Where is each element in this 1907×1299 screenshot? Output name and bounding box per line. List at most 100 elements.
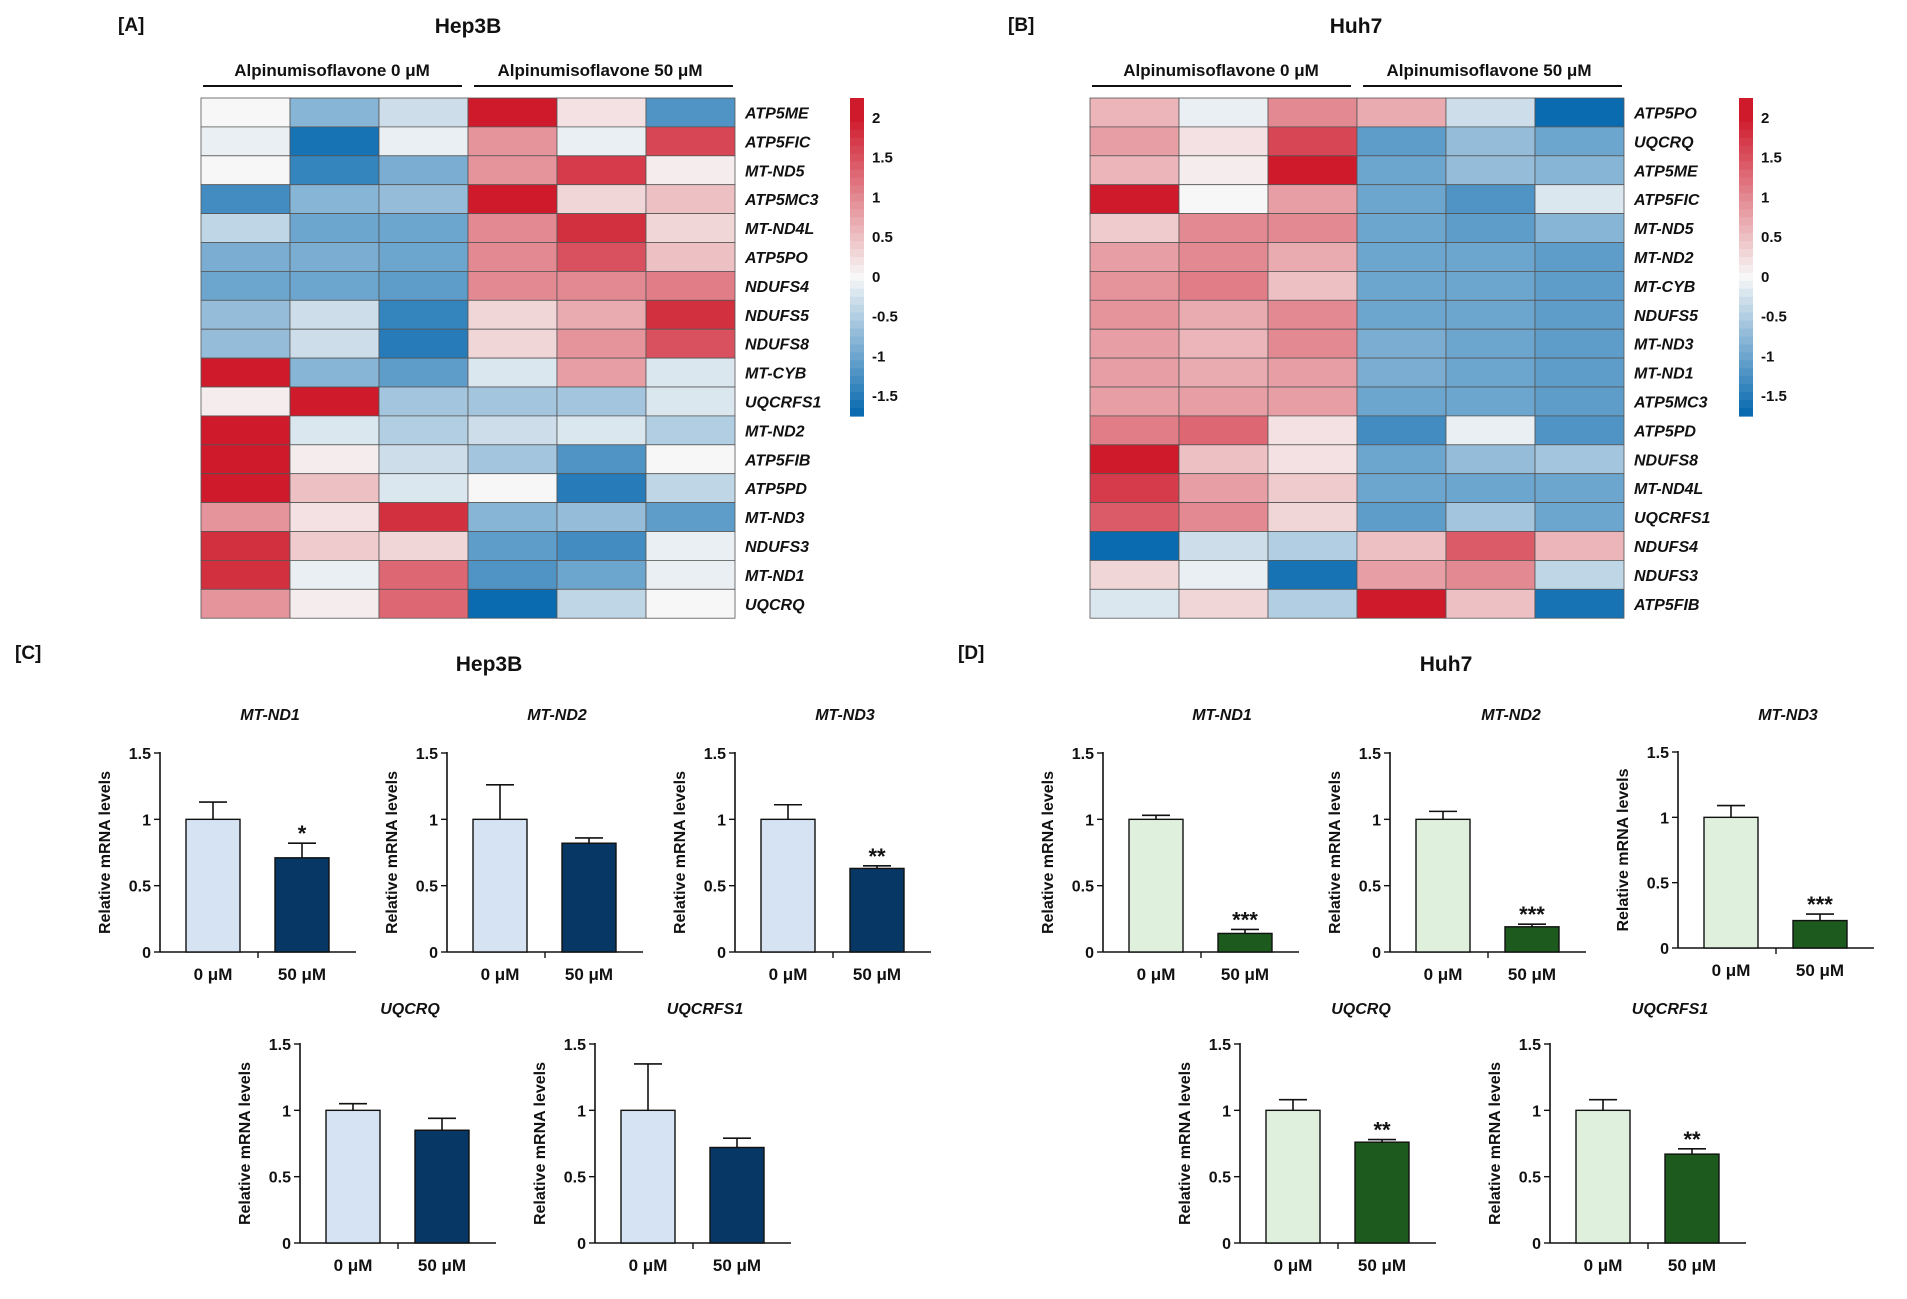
heatmap-b-row-label: ATP5FIC bbox=[1633, 192, 1700, 209]
heatmap-b-colorbar-segment bbox=[1739, 193, 1753, 202]
heatmap-a-cell bbox=[200, 444, 291, 475]
heatmap-b-cell bbox=[1089, 328, 1180, 359]
heatmap-b-cell bbox=[1267, 444, 1358, 475]
heatmap-b-cell bbox=[1445, 213, 1536, 243]
heatmap-a-cell bbox=[200, 502, 291, 532]
heatmap-b-group-control: Alpinumisoflavone 0 μM bbox=[1123, 61, 1319, 80]
heatmap-a-cell bbox=[378, 97, 469, 128]
heatmap-a-cell bbox=[467, 531, 558, 561]
heatmap-a-row-label: NDUFS3 bbox=[745, 539, 809, 556]
heatmap-b-cell bbox=[1089, 444, 1180, 475]
heatmap-b-cell bbox=[1178, 299, 1269, 330]
heatmap-b-colorbar-segment bbox=[1739, 257, 1753, 266]
heatmap-a-cell bbox=[378, 184, 469, 214]
heatmap-b-cell bbox=[1267, 357, 1358, 388]
heatmap-a-colorbar-segment bbox=[850, 145, 864, 155]
hep3b-mt-nd2-xtick-label: 0 μM bbox=[481, 965, 520, 984]
huh7-mt-nd1-significance: *** bbox=[1232, 907, 1258, 932]
hep3b-mt-nd3-ytick-label: 0 bbox=[717, 945, 726, 962]
huh7-mt-nd1-title: MT-ND1 bbox=[1192, 707, 1252, 724]
heatmap-b-cell bbox=[1445, 242, 1536, 272]
heatmap-b-cell bbox=[1534, 588, 1625, 619]
huh7-mt-nd3-title: MT-ND3 bbox=[1758, 707, 1818, 724]
heatmap-a-cell bbox=[645, 242, 736, 272]
heatmap-b-cell bbox=[1356, 560, 1447, 590]
heatmap-b-colorbar-segment bbox=[1739, 376, 1753, 385]
heatmap-b-colorbar-tick: -0.5 bbox=[1761, 309, 1787, 326]
heatmap-a-cell bbox=[467, 473, 558, 504]
huh7-mt-nd2-title: MT-ND2 bbox=[1481, 707, 1541, 724]
heatmap-a-cell bbox=[200, 126, 291, 157]
heatmap-a-cell bbox=[378, 213, 469, 243]
huh7-mt-nd1-ytick-label: 0 bbox=[1085, 945, 1094, 962]
heatmap-a-cell bbox=[289, 328, 380, 359]
hep3b-mt-nd2-bar bbox=[561, 842, 617, 953]
heatmap-b-colorbar-segment bbox=[1739, 113, 1753, 123]
heatmap-a-cell bbox=[645, 588, 736, 619]
heatmap-b-row-label: ATP5MC3 bbox=[1633, 394, 1708, 411]
heatmap-b-cell bbox=[1356, 184, 1447, 214]
heatmap-a-cell bbox=[556, 560, 647, 590]
hep3b-uqcrfs1-ytick-label: 1.5 bbox=[564, 1037, 586, 1054]
heatmap-b-cell bbox=[1267, 531, 1358, 561]
heatmap-b-row-label: ATP5FIB bbox=[1633, 597, 1699, 614]
hep3b-mt-nd1-bar bbox=[185, 818, 241, 953]
huh7-mt-nd2-xtick-label: 50 μM bbox=[1508, 965, 1556, 984]
huh7-mt-nd1-ytick-label: 0.5 bbox=[1072, 879, 1094, 896]
panel-title-d: Huh7 bbox=[1420, 653, 1473, 676]
huh7-uqcrfs1-ytick-label: 1.5 bbox=[1519, 1037, 1541, 1054]
heatmap-a-colorbar-segment bbox=[850, 161, 864, 171]
heatmap-b-colorbar-segment bbox=[1739, 296, 1753, 306]
hep3b-mt-nd3-bar bbox=[760, 818, 816, 953]
heatmap-b-row-label: ATP5PD bbox=[1633, 423, 1696, 440]
heatmap-b-cell bbox=[1178, 242, 1269, 272]
heatmap-b-cell bbox=[1356, 299, 1447, 330]
heatmap-b-cell bbox=[1534, 560, 1625, 590]
hep3b-uqcrq-ytick-label: 0.5 bbox=[269, 1170, 291, 1187]
heatmap-a-cell bbox=[289, 155, 380, 186]
heatmap-b-colorbar-segment bbox=[1739, 312, 1753, 322]
heatmap-a-cell bbox=[556, 415, 647, 446]
heatmap-b-cell bbox=[1267, 184, 1358, 214]
huh7-mt-nd1-ylabel: Relative mRNA levels bbox=[1040, 771, 1057, 934]
heatmap-b-cell bbox=[1356, 502, 1447, 532]
huh7-uqcrq-ylabel: Relative mRNA levels bbox=[1177, 1062, 1194, 1225]
heatmap-b-colorbar-segment bbox=[1739, 137, 1753, 147]
heatmap-a-cell bbox=[289, 126, 380, 157]
heatmap-a-cell bbox=[289, 184, 380, 214]
heatmap-a-colorbar-tick: 1.5 bbox=[872, 150, 893, 167]
heatmap-b-cell bbox=[1089, 473, 1180, 504]
heatmap-b-cell bbox=[1178, 213, 1269, 243]
heatmap-b-colorbar-segment bbox=[1739, 209, 1753, 218]
huh7-mt-nd3-xtick-label: 0 μM bbox=[1712, 961, 1751, 980]
heatmap-a-colorbar-segment bbox=[850, 368, 864, 377]
huh7-uqcrq-xtick-label: 0 μM bbox=[1274, 1256, 1313, 1275]
heatmap-b-cell bbox=[1356, 126, 1447, 157]
huh7-uqcrfs1-ytick-label: 0 bbox=[1532, 1236, 1541, 1253]
heatmap-b-cell bbox=[1534, 357, 1625, 388]
heatmap-b-cell bbox=[1089, 502, 1180, 532]
heatmap-a-colorbar-segment bbox=[850, 233, 864, 242]
heatmap-a-group-control: Alpinumisoflavone 0 μM bbox=[234, 61, 430, 80]
heatmap-a-cell bbox=[645, 126, 736, 157]
heatmap-a-row-label: UQCRQ bbox=[745, 597, 805, 614]
heatmap-b-cell bbox=[1089, 299, 1180, 330]
heatmap-a-cell bbox=[200, 357, 291, 388]
heatmap-a-cell bbox=[645, 184, 736, 214]
heatmap-b-cell bbox=[1356, 328, 1447, 359]
heatmap-a-cell bbox=[467, 502, 558, 532]
heatmap-a-cell bbox=[556, 155, 647, 186]
heatmap-b-cell bbox=[1445, 184, 1536, 214]
heatmap-b-colorbar-tick: 0.5 bbox=[1761, 229, 1782, 246]
heatmap-b-cell bbox=[1178, 270, 1269, 301]
hep3b-mt-nd3-xtick-label: 0 μM bbox=[769, 965, 808, 984]
heatmap-a-cell bbox=[200, 242, 291, 272]
heatmap-a-cell bbox=[378, 270, 469, 301]
heatmap-a-cell bbox=[645, 155, 736, 186]
heatmap-a-cell bbox=[556, 97, 647, 128]
heatmap-a-colorbar-tick: 0 bbox=[872, 269, 880, 286]
hep3b-mt-nd1-xtick-label: 50 μM bbox=[278, 965, 326, 984]
heatmap-b-cell bbox=[1089, 270, 1180, 301]
hep3b-mt-nd2-xtick-label: 50 μM bbox=[565, 965, 613, 984]
